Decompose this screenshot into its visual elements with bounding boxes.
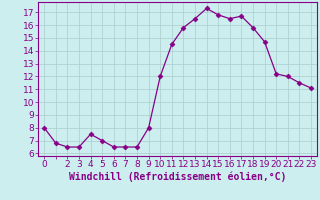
X-axis label: Windchill (Refroidissement éolien,°C): Windchill (Refroidissement éolien,°C) (69, 172, 286, 182)
